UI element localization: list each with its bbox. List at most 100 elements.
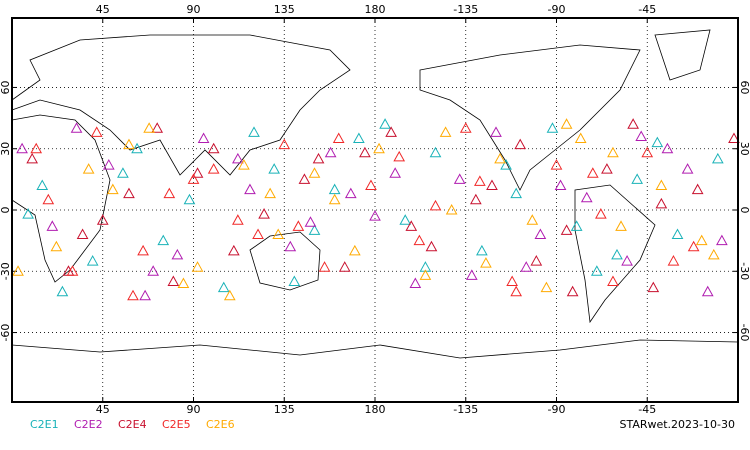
coast-north-america: [419, 44, 641, 191]
point: [207, 163, 220, 174]
point: [661, 142, 674, 154]
x-tick-label: -135: [453, 3, 478, 16]
legend-label: C2E6: [206, 418, 235, 431]
y-tick-label: -60: [738, 324, 750, 342]
x-tick-label: 90: [187, 403, 201, 416]
point: [554, 179, 567, 190]
y-tick-label: 60: [738, 80, 750, 94]
point: [500, 159, 512, 170]
point: [526, 214, 539, 225]
point: [90, 126, 103, 137]
point: [284, 240, 297, 252]
point: [550, 159, 563, 170]
point: [506, 275, 518, 286]
point: [207, 142, 220, 154]
x-tick-label: -90: [548, 3, 566, 16]
point: [348, 244, 361, 256]
coast-antarctica: [11, 339, 739, 359]
point: [292, 220, 305, 231]
point: [353, 132, 365, 144]
point: [570, 220, 583, 231]
y-tick-label: -60: [0, 324, 12, 342]
point: [474, 175, 486, 186]
point: [520, 261, 533, 272]
y-tick-label: 0: [738, 207, 750, 214]
point: [102, 159, 115, 170]
point: [42, 193, 55, 205]
point: [631, 173, 644, 184]
point: [187, 173, 200, 184]
point: [86, 255, 99, 266]
point: [151, 122, 164, 133]
point: [716, 234, 728, 246]
plot-frame: [11, 17, 739, 403]
point: [191, 261, 204, 272]
point: [264, 187, 276, 199]
x-tick-label: -45: [638, 403, 656, 416]
point: [238, 159, 250, 170]
point: [453, 173, 466, 184]
point: [560, 224, 573, 235]
point: [106, 183, 119, 195]
point: [681, 163, 694, 174]
y-tick-label: 30: [738, 142, 750, 156]
x-tick-label: -135: [453, 403, 478, 416]
point: [540, 281, 553, 293]
point: [476, 244, 488, 256]
point: [177, 277, 190, 289]
point: [409, 277, 422, 289]
point: [328, 183, 341, 195]
point: [123, 187, 135, 199]
point: [580, 191, 593, 203]
legend-label: C2E2: [74, 418, 103, 431]
point: [429, 199, 442, 211]
point: [22, 208, 34, 219]
point: [278, 138, 291, 150]
point: [344, 187, 357, 199]
point: [647, 281, 660, 293]
point: [227, 244, 240, 256]
chart-title: STARwet.2023-10-30: [619, 418, 735, 431]
point: [635, 130, 648, 141]
x-tick-label: 45: [96, 403, 110, 416]
x-tick-label: 45: [96, 3, 110, 16]
point: [534, 228, 547, 240]
point: [223, 289, 236, 301]
point: [566, 285, 579, 297]
point: [393, 150, 406, 162]
point: [399, 214, 412, 225]
point: [590, 265, 603, 276]
point: [439, 126, 452, 137]
point: [308, 224, 321, 235]
point: [26, 152, 39, 164]
point: [621, 255, 633, 266]
point: [469, 193, 482, 205]
point: [480, 257, 492, 268]
point: [369, 210, 381, 221]
point: [82, 163, 95, 174]
point: [318, 261, 331, 272]
point: [405, 220, 418, 231]
point: [171, 248, 184, 260]
point: [139, 289, 151, 301]
point: [595, 208, 607, 219]
point: [217, 281, 230, 293]
point: [627, 118, 639, 129]
y-tick-label: 0: [0, 207, 12, 214]
point: [30, 142, 43, 154]
point: [641, 146, 654, 158]
x-tick-label: 180: [365, 403, 386, 416]
point: [655, 197, 668, 209]
point: [365, 179, 377, 190]
point: [12, 265, 24, 276]
point: [46, 220, 59, 231]
point: [385, 126, 397, 137]
point: [711, 152, 724, 164]
point: [607, 146, 619, 158]
coast-africa: [11, 114, 111, 283]
point: [56, 285, 69, 297]
point: [248, 126, 260, 137]
point: [651, 136, 664, 148]
point: [429, 146, 442, 158]
point: [272, 228, 285, 240]
